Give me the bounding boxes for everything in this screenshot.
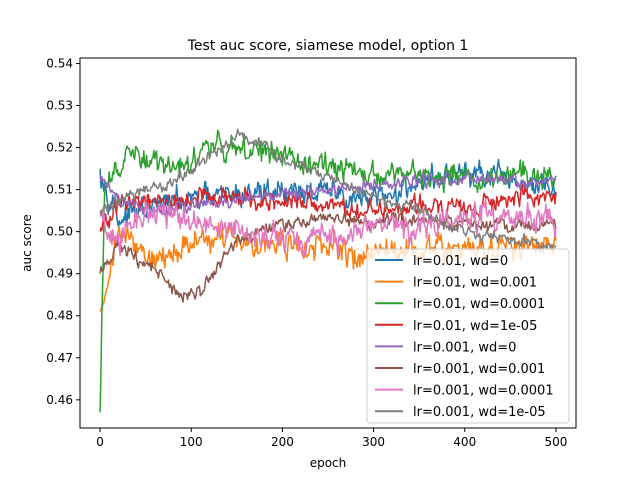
x-axis: 0 100 200 300 400 500 xyxy=(96,428,567,449)
legend-entry: lr=0.001, wd=0 xyxy=(413,340,516,355)
legend-entry: lr=0.01, wd=0 xyxy=(413,254,508,269)
x-tick-label: 300 xyxy=(362,435,385,449)
legend-entry: lr=0.01, wd=1e-05 xyxy=(413,319,537,334)
x-tick-label: 0 xyxy=(96,435,104,449)
y-tick-label: 0.54 xyxy=(46,56,73,70)
legend-entry: lr=0.01, wd=0.0001 xyxy=(413,297,545,312)
x-tick-label: 100 xyxy=(180,435,203,449)
legend-entry: lr=0.01, wd=0.001 xyxy=(413,276,537,291)
series-line-6 xyxy=(99,211,557,303)
x-tick-label: 400 xyxy=(453,435,476,449)
y-tick-label: 0.52 xyxy=(46,141,73,155)
y-tick-label: 0.53 xyxy=(46,99,73,113)
series-line-2 xyxy=(99,221,557,312)
legend: lr=0.01, wd=0 lr=0.01, wd=0.001 lr=0.01, w… xyxy=(366,248,570,424)
x-axis-label: epoch xyxy=(310,456,347,470)
chart-title: Test auc score, siamese model, option 1 xyxy=(187,38,469,54)
legend-entry: lr=0.001, wd=0.001 xyxy=(413,362,545,377)
series-line-5 xyxy=(99,170,557,217)
y-tick-label: 0.46 xyxy=(46,393,73,407)
legend-entry: lr=0.001, wd=0.0001 xyxy=(413,384,554,399)
series-line-3 xyxy=(99,129,557,413)
y-tick-label: 0.49 xyxy=(46,267,73,281)
series-line-7 xyxy=(99,197,557,260)
x-tick-label: 200 xyxy=(271,435,294,449)
y-axis: 0.46 0.47 0.48 0.49 0.50 0.51 0.52 0.53 0.54 xyxy=(46,56,80,407)
y-tick-label: 0.47 xyxy=(46,351,73,365)
series-line-8 xyxy=(99,128,557,253)
plot-frame xyxy=(79,57,577,429)
y-tick-label: 0.50 xyxy=(46,225,73,239)
series-layer xyxy=(99,128,557,413)
series-line-1 xyxy=(99,158,557,228)
x-tick-label: 500 xyxy=(544,435,567,449)
y-tick-label: 0.51 xyxy=(46,183,73,197)
legend-entry: lr=0.001, wd=1e-05 xyxy=(413,405,546,420)
y-tick-label: 0.48 xyxy=(46,309,73,323)
legend-box xyxy=(366,248,570,424)
y-axis-label: auc score xyxy=(20,214,34,272)
